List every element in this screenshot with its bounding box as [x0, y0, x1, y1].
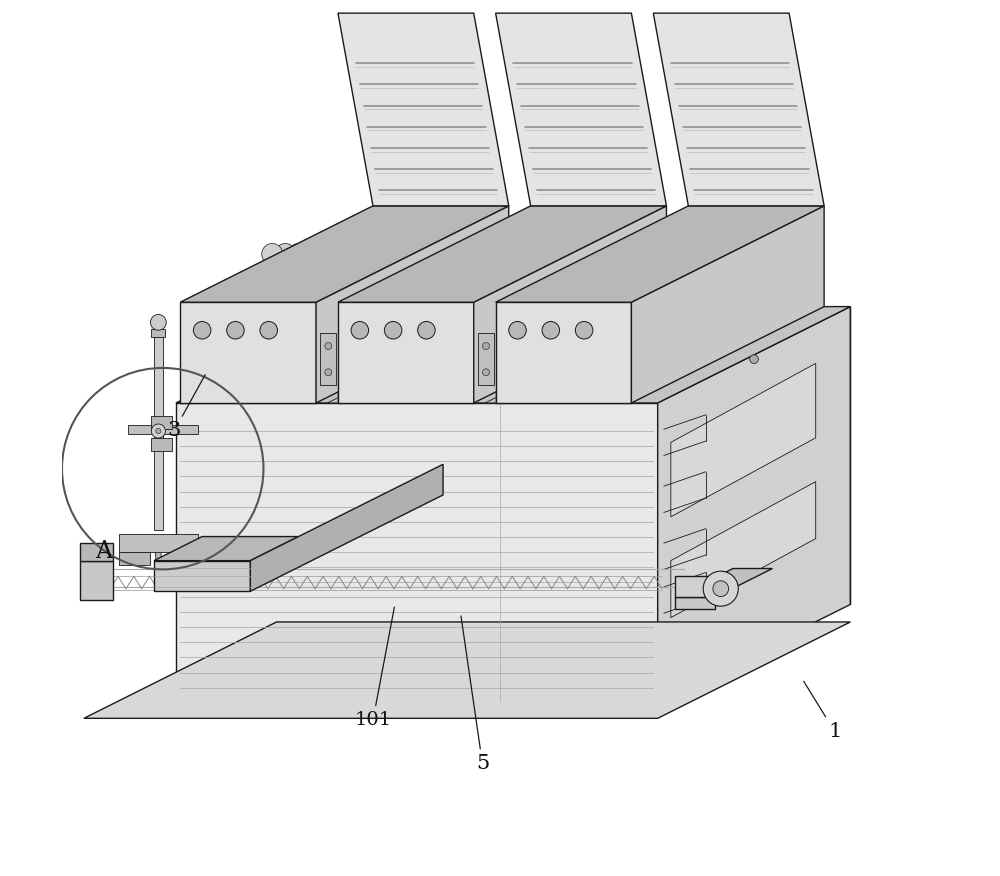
Polygon shape [327, 355, 434, 403]
Circle shape [384, 321, 402, 339]
Polygon shape [675, 576, 715, 597]
Polygon shape [151, 416, 172, 429]
Polygon shape [128, 425, 198, 434]
Polygon shape [653, 13, 824, 206]
Circle shape [156, 428, 161, 434]
Polygon shape [658, 307, 850, 701]
Circle shape [151, 424, 165, 438]
Circle shape [193, 321, 211, 339]
Polygon shape [119, 534, 198, 552]
Polygon shape [675, 569, 772, 597]
Polygon shape [154, 536, 299, 561]
Circle shape [542, 321, 560, 339]
Polygon shape [180, 206, 509, 302]
Polygon shape [155, 543, 162, 569]
Polygon shape [485, 355, 592, 403]
Polygon shape [151, 328, 165, 337]
Text: A: A [96, 540, 113, 563]
Polygon shape [176, 403, 658, 701]
Polygon shape [316, 206, 509, 403]
Text: 1: 1 [804, 682, 841, 741]
Polygon shape [250, 464, 443, 591]
Circle shape [750, 355, 758, 364]
Circle shape [351, 321, 369, 339]
Polygon shape [119, 552, 150, 565]
Polygon shape [320, 333, 336, 385]
Polygon shape [671, 364, 816, 517]
Circle shape [288, 244, 309, 265]
Polygon shape [338, 13, 509, 206]
Polygon shape [496, 13, 666, 206]
Polygon shape [338, 206, 666, 302]
Polygon shape [496, 206, 824, 302]
Polygon shape [80, 543, 113, 561]
Polygon shape [478, 333, 494, 385]
Polygon shape [180, 302, 316, 403]
Circle shape [509, 321, 526, 339]
Text: 5: 5 [461, 616, 489, 774]
Text: 101: 101 [354, 607, 394, 729]
Polygon shape [176, 307, 850, 403]
Polygon shape [84, 622, 850, 718]
Circle shape [325, 343, 332, 350]
Circle shape [713, 581, 729, 597]
Circle shape [418, 321, 435, 339]
Circle shape [325, 369, 332, 376]
Polygon shape [474, 206, 666, 403]
Circle shape [275, 244, 296, 265]
Circle shape [575, 321, 593, 339]
Polygon shape [373, 197, 377, 307]
Polygon shape [675, 597, 715, 609]
Polygon shape [631, 206, 824, 403]
Polygon shape [338, 302, 474, 403]
Polygon shape [496, 302, 631, 403]
Circle shape [262, 244, 283, 265]
Circle shape [482, 369, 489, 376]
Polygon shape [671, 482, 816, 618]
Text: 3: 3 [167, 375, 205, 441]
Polygon shape [151, 438, 172, 451]
Polygon shape [154, 333, 163, 530]
Circle shape [703, 571, 738, 606]
Circle shape [227, 321, 244, 339]
Polygon shape [80, 561, 113, 600]
Circle shape [482, 343, 489, 350]
Circle shape [260, 321, 277, 339]
Polygon shape [154, 561, 250, 591]
Circle shape [150, 314, 166, 330]
